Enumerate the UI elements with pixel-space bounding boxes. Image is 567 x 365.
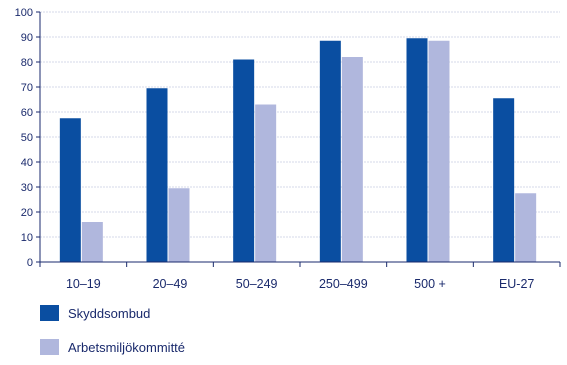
x-category-label: 500 + [414,277,446,291]
bar-arbetsmiljokommitte-5 [515,193,537,262]
y-tick-label: 20 [21,207,33,219]
y-tick-label: 100 [15,7,33,19]
x-category-label: 50–249 [236,277,278,291]
y-tick-label: 80 [21,57,33,69]
bar-skyddsombud-1 [146,88,168,262]
y-tick-label: 90 [21,32,33,44]
bar-skyddsombud-0 [59,118,81,262]
bar-skyddsombud-5 [493,98,515,262]
y-tick-label: 50 [21,132,33,144]
y-tick-labels: 0 10 20 30 40 50 60 70 80 90 100 [15,7,33,269]
y-tick-label: 10 [21,232,33,244]
bar-skyddsombud-2 [233,59,255,262]
bar-skyddsombud-4 [406,38,428,262]
y-tick-label: 70 [21,82,33,94]
x-category-label: EU-27 [499,277,534,291]
bar-arbetsmiljokommitte-0 [81,222,103,262]
legend-swatch-skyddsombud [40,305,59,321]
bar-arbetsmiljokommitte-1 [168,188,190,262]
y-tick-label: 40 [21,157,33,169]
x-category-label: 250–499 [319,277,368,291]
y-tick-label: 60 [21,107,33,119]
x-category-labels: 10–19 20–49 50–249 250–499 500 + EU-27 [66,277,534,291]
bar-arbetsmiljokommitte-3 [341,57,363,262]
y-tick-label: 0 [27,257,33,269]
bar-skyddsombud-3 [319,40,341,262]
legend-label-skyddsombud: Skyddsombud [68,306,150,321]
legend-label-arbetsmiljokommitte: Arbetsmiljökommitté [68,340,185,355]
bar-arbetsmiljokommitte-2 [255,104,277,262]
x-category-label: 10–19 [66,277,101,291]
legend: Skyddsombud Arbetsmiljökommitté [40,305,185,355]
x-category-label: 20–49 [153,277,188,291]
legend-swatch-arbetsmiljokommitte [40,339,59,355]
gridlines [40,11,560,238]
axes [36,11,561,267]
bar-arbetsmiljokommitte-4 [428,40,450,262]
bars [59,38,537,262]
y-tick-label: 30 [21,182,33,194]
